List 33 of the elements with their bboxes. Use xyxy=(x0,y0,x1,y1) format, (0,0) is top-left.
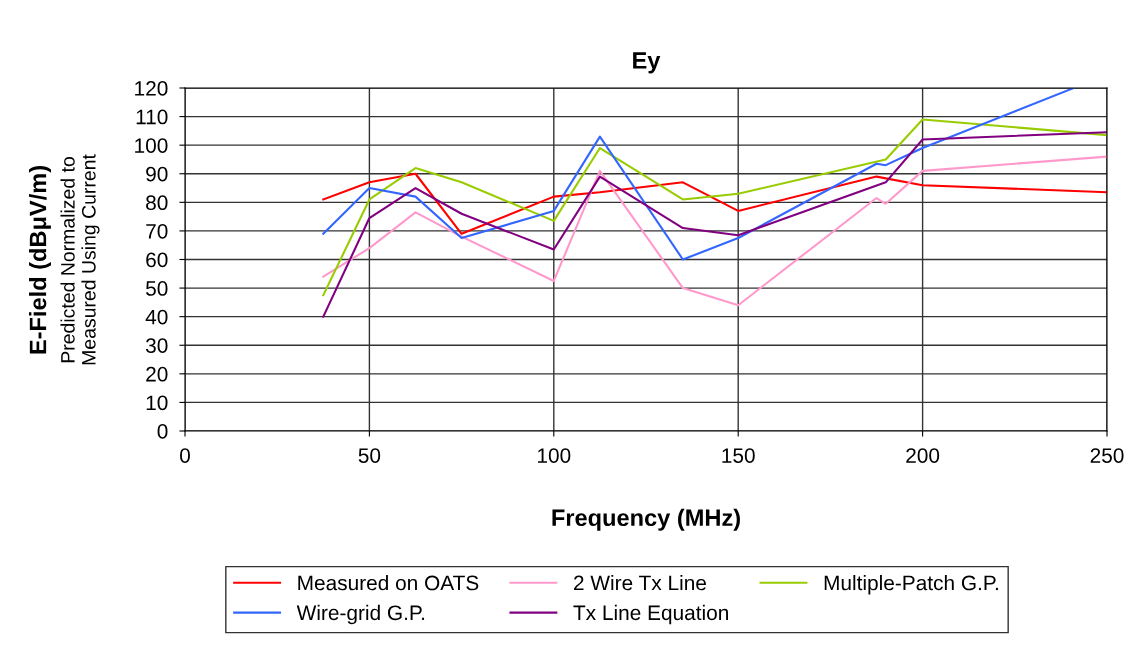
legend-label: Measured on OATS xyxy=(298,574,479,591)
x-tick-label: 50 xyxy=(358,448,381,463)
y-tick-label: 120 xyxy=(135,81,168,96)
x-tick-label: 100 xyxy=(538,448,571,463)
x-tick-label: 250 xyxy=(1090,448,1124,463)
y-tick-label: 80 xyxy=(146,195,168,211)
x-axis-title: Frequency (MHz) xyxy=(552,508,740,531)
y-tick-label: 20 xyxy=(146,366,168,382)
line-series xyxy=(322,131,1107,318)
y-tick-label: 50 xyxy=(146,281,168,296)
y-tick-label: 70 xyxy=(146,223,168,239)
line-series xyxy=(322,172,1107,235)
legend-label: Tx Line Equation xyxy=(573,604,728,625)
y-tick-label: 10 xyxy=(146,395,168,411)
legend-label: Multiple-Patch G.P. xyxy=(824,574,998,595)
line-series xyxy=(322,88,1075,261)
x-tick-label: 150 xyxy=(722,448,755,463)
y-tick-label: 30 xyxy=(145,338,168,353)
y-axis-title: E-Field (dBμV/m) xyxy=(29,166,51,354)
legend-label: 2 Wire Tx Line xyxy=(574,574,706,591)
x-tick-label: 200 xyxy=(906,448,940,463)
legend-label: Wire-grid G.P. xyxy=(296,604,425,625)
y-tick-label: 60 xyxy=(146,252,168,268)
chart-title: Ey xyxy=(633,52,661,74)
line-series xyxy=(322,118,1107,297)
y-tick-label: 40 xyxy=(145,309,168,325)
x-tick-label: 0 xyxy=(180,448,190,463)
y-tick-label: 90 xyxy=(146,166,168,182)
line-series xyxy=(322,155,1107,307)
y-tick-label: 0 xyxy=(157,424,168,439)
text: Predicted Normalized to Measured Using Current xyxy=(60,154,100,365)
y-tick-label: 100 xyxy=(135,138,168,153)
y-tick-label: 110 xyxy=(136,109,168,125)
